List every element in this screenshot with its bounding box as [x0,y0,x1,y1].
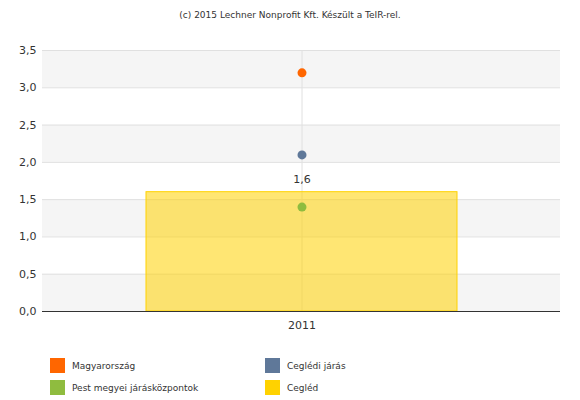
svg-text:3,0: 3,0 [19,81,37,94]
html-text:Cegléd: Cegléd [287,382,319,393]
svg-text:2,5: 2,5 [19,119,37,132]
html-text:Ceglédi járás: Ceglédi járás [287,360,346,371]
svg-text:1,0: 1,0 [19,230,37,243]
svg-text:1,6: 1,6 [293,173,311,186]
html-text:(c) 2015 Lechner Nonprofit Kft: (c) 2015 Lechner Nonprofit Kft. Készült … [179,10,401,20]
svg-text:0,5: 0,5 [19,268,37,281]
svg-text:1,5: 1,5 [19,193,37,206]
html-text:Magyarország: Magyarország [72,360,136,371]
svg-text:0,0: 0,0 [19,305,37,318]
html-text:Pest megyei járásközpontok: Pest megyei járásközpontok [72,382,199,393]
svg-text:3,5: 3,5 [19,44,37,57]
svg-text:2011: 2011 [288,319,316,332]
svg-text:2,0: 2,0 [19,156,37,169]
